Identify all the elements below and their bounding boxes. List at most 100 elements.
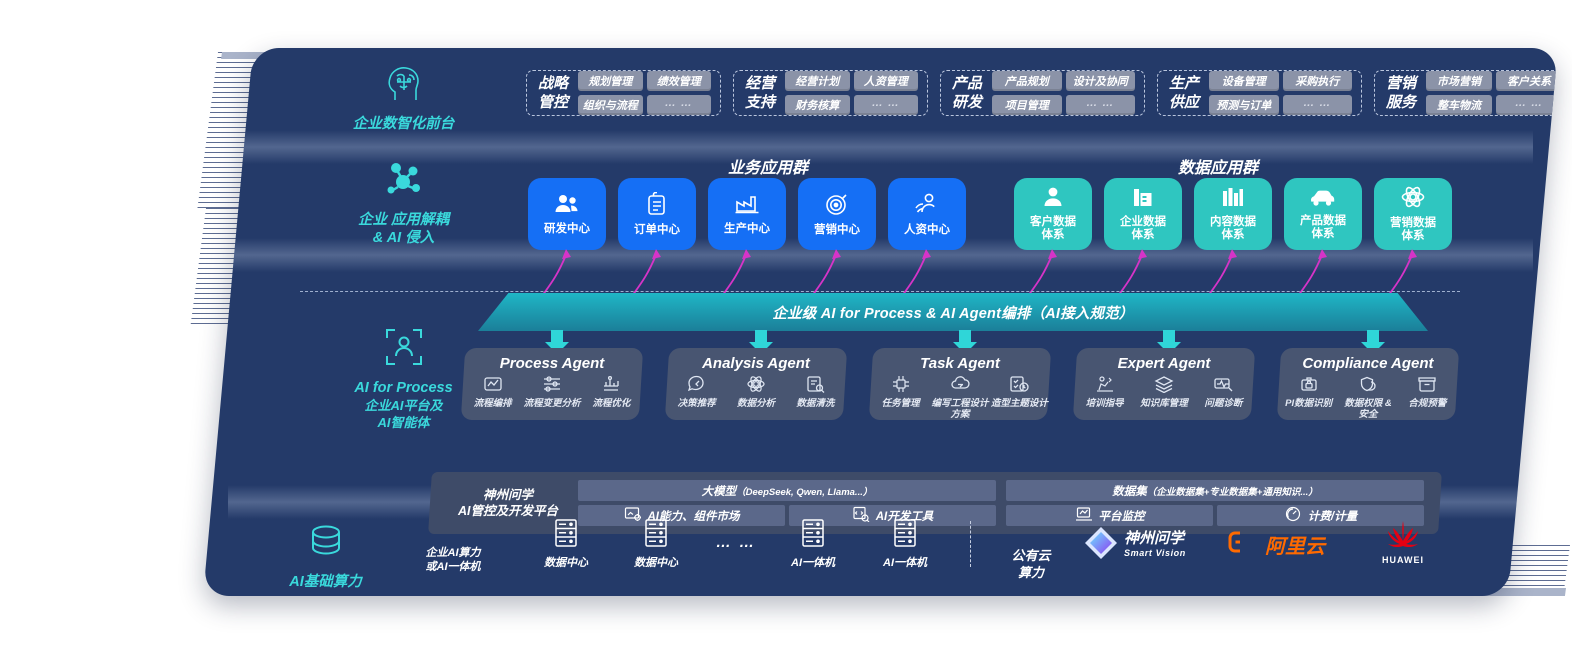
infra-ai-appliance-1[interactable]: AI一体机 — [773, 518, 853, 570]
agent-item[interactable]: 流程变更分析 — [522, 375, 581, 409]
logo-huawei[interactable]: HUAWEI — [1368, 520, 1438, 565]
infra-public-cloud: 公有云 算力 — [986, 530, 1076, 581]
agent-item[interactable]: 数据权限 & 安全 — [1338, 375, 1397, 420]
app-card-marketing[interactable]: 营销中心 — [798, 178, 876, 250]
agent-card-analysis[interactable]: Analysis Agent 决策推荐 数据分析 数据清洗 — [664, 348, 848, 420]
app-card-rnd[interactable]: 研发中心 — [528, 178, 606, 250]
chip[interactable]: 组织与流程 — [578, 95, 643, 115]
factory-icon — [734, 193, 760, 219]
top-group-marketing[interactable]: 营销 服务 市场营销 客户关系 整车物流 … … — [1374, 70, 1558, 116]
logo-aliyun[interactable]: 阿里云 — [1228, 530, 1325, 559]
infra-ai-appliance-2[interactable]: AI一体机 — [865, 518, 945, 570]
data-card-enterprise[interactable]: 企业数据 体系 — [1104, 178, 1182, 250]
chip-more[interactable]: … … — [1065, 95, 1135, 115]
infra-more: … … — [696, 534, 776, 551]
app-card-hr[interactable]: 人资中心 — [888, 178, 966, 250]
top-group-rnd[interactable]: 产品 研发 产品规划 设计及协同 项目管理 … … — [940, 70, 1145, 116]
data-card-product[interactable]: 产品数据 体系 — [1284, 178, 1362, 250]
platform-label: 神州问学 AI管控及开发平台 — [438, 487, 578, 519]
database-icon — [238, 522, 413, 567]
agent-item[interactable]: 流程优化 — [582, 375, 641, 409]
agent-card-compliance[interactable]: Compliance Agent PI数据识别 数据权限 & 安全 合规预 — [1276, 348, 1460, 420]
infra-datacenter-1[interactable]: 数据中心 — [526, 518, 606, 570]
agent-card-task[interactable]: Task Agent 任务管理 编写工程设计方案 造型主题设计 — [868, 348, 1052, 420]
agent-item[interactable]: PI数据识别 — [1279, 375, 1338, 409]
optimize-icon — [582, 375, 641, 396]
chip[interactable]: 市场营销 — [1426, 71, 1492, 91]
data-card-content[interactable]: 内容数据 体系 — [1194, 178, 1272, 250]
card-label: 企业数据 体系 — [1120, 216, 1166, 241]
infra-label: 数据中心 — [634, 557, 678, 569]
platform-bar-models[interactable]: 大模型 （DeepSeek, Qwen, Llama...） — [578, 480, 996, 501]
chip[interactable]: 客户关系 — [1496, 71, 1558, 91]
chip[interactable]: 设计及协同 — [1065, 71, 1135, 91]
server-icon — [616, 518, 696, 552]
platform-cell-ai-market[interactable]: AI能力、组件市场 — [578, 505, 785, 526]
agent-item[interactable]: 造型主题设计 — [990, 375, 1049, 409]
agent-item[interactable]: 决策推荐 — [667, 375, 726, 409]
agent-item[interactable]: 流程编排 — [463, 375, 522, 409]
infra-datacenter-2[interactable]: 数据中心 — [616, 518, 696, 570]
agent-item[interactable]: 知识库管理 — [1134, 375, 1193, 409]
rail-front-office: 企业数智化前台 — [316, 64, 491, 133]
agent-item[interactable]: 任务管理 — [871, 375, 930, 409]
agent-item[interactable]: 编写工程设计方案 — [930, 375, 989, 420]
rail-app-decoupling: 企业 应用解耦 & AI 侵入 — [316, 160, 491, 247]
platform-bar-datasets[interactable]: 数据集 （企业数据集+专业数据集+通用知识...） — [1006, 480, 1424, 501]
chip-more[interactable]: … … — [853, 95, 918, 115]
chip[interactable]: 规划管理 — [578, 71, 643, 91]
chip[interactable]: 采购执行 — [1282, 71, 1352, 91]
chip[interactable]: 设备管理 — [1209, 71, 1279, 91]
agent-item[interactable]: 问题诊断 — [1194, 375, 1253, 409]
chip[interactable]: 项目管理 — [992, 95, 1062, 115]
logo-smart-vision[interactable]: 神州问学 Smart Vision — [1084, 526, 1186, 565]
person-wave-icon — [914, 192, 940, 220]
rail-ai-compute: AI基础算力 — [238, 522, 413, 591]
agent-card-process[interactable]: Process Agent 流程编排 流程变更分析 流程优化 — [460, 348, 644, 420]
infra-label: AI一体机 — [883, 557, 927, 569]
chip[interactable]: 产品规划 — [992, 71, 1062, 91]
chip-more[interactable]: … … — [1496, 95, 1558, 115]
card-label: 人资中心 — [904, 223, 950, 236]
chip-more[interactable]: … … — [646, 95, 711, 115]
logo-sub: Smart Vision — [1124, 547, 1186, 558]
data-card-customer[interactable]: 客户数据 体系 — [1014, 178, 1092, 250]
server-icon — [865, 518, 945, 552]
chip[interactable]: 整车物流 — [1426, 95, 1492, 115]
dev-tool-icon — [852, 506, 870, 525]
chip[interactable]: 人资管理 — [853, 71, 918, 91]
agent-item[interactable]: 数据分析 — [726, 375, 785, 409]
gauge-icon — [1284, 506, 1302, 525]
platform-cell-monitoring[interactable]: 平台监控 — [1006, 505, 1213, 526]
agent-card-expert[interactable]: Expert Agent 培训指导 知识库管理 问题诊断 — [1072, 348, 1256, 420]
chip-more[interactable]: … … — [1282, 95, 1352, 115]
app-card-production[interactable]: 生产中心 — [708, 178, 786, 250]
chip[interactable]: 经营计划 — [785, 71, 850, 91]
data-card-marketing[interactable]: 营销数据 体系 — [1374, 178, 1452, 250]
ai-platform-panel[interactable]: 神州问学 AI管控及开发平台 大模型 （DeepSeek, Qwen, Llam… — [428, 472, 1442, 534]
agent-item[interactable]: 合规预警 — [1398, 375, 1457, 409]
agent-item[interactable]: 培训指导 — [1075, 375, 1134, 409]
top-group-operations[interactable]: 经营 支持 经营计划 人资管理 财务核算 … … — [733, 70, 928, 116]
card-label: 生产中心 — [724, 222, 770, 235]
chip[interactable]: 财务核算 — [785, 95, 850, 115]
building-icon — [1132, 186, 1154, 212]
platform-cell-dev-tools[interactable]: AI开发工具 — [789, 505, 996, 526]
agent-title: Task Agent — [920, 355, 1000, 372]
car-icon — [1309, 187, 1337, 211]
agent-item-label: 流程变更分析 — [523, 398, 581, 409]
sliders-icon — [522, 375, 581, 396]
agent-item[interactable]: 数据清洗 — [786, 375, 845, 409]
person-frame-icon — [316, 326, 491, 373]
data-app-group-title: 数据应用群 — [1178, 160, 1259, 177]
group-name: 生产 供应 — [1168, 75, 1199, 111]
chip[interactable]: 绩效管理 — [646, 71, 711, 91]
agent-item-label: 编写工程设计方案 — [931, 398, 989, 420]
app-card-order[interactable]: 订单中心 — [618, 178, 696, 250]
chip[interactable]: 预测与订单 — [1209, 95, 1279, 115]
agent-title: Analysis Agent — [702, 355, 810, 372]
top-group-strategy[interactable]: 战略 管控 规划管理 绩效管理 组织与流程 … … — [526, 70, 721, 116]
top-group-production[interactable]: 生产 供应 设备管理 采购执行 预测与订单 … … — [1157, 70, 1362, 116]
platform-cell-label: 计费/计量 — [1307, 510, 1358, 523]
platform-cell-billing[interactable]: 计费/计量 — [1217, 505, 1424, 526]
